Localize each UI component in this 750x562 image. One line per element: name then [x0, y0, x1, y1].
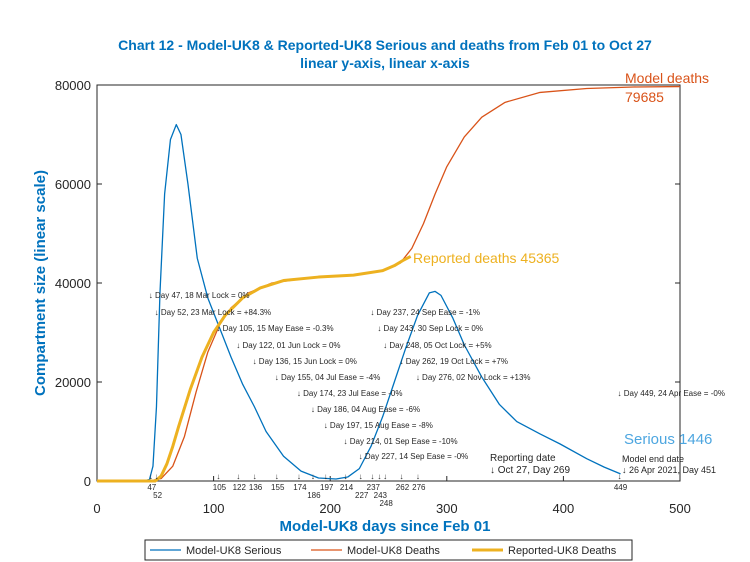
day-arrow: ↓ [324, 472, 328, 481]
annotation-label: ↓ Day 262, 19 Oct Lock = +7% [399, 357, 508, 366]
reporting-day-label: ↓ Oct 27, Day 269 [490, 465, 570, 476]
day-arrow: ↓ [155, 472, 159, 481]
x-tick-label: 500 [669, 501, 691, 516]
annotation-label: ↓ Day 136, 15 Jun Lock = 0% [253, 357, 357, 366]
y-tick-label: 0 [84, 474, 91, 489]
x-axis-label: Model-UK8 days since Feb 01 [280, 518, 491, 535]
model-deaths-value: 79685 [625, 89, 664, 105]
annotation-label: ↓ Day 243, 30 Sep Lock = 0% [377, 324, 483, 333]
day-tick-label: 186 [307, 491, 321, 500]
model-deaths-label: Model deaths [625, 70, 709, 86]
annotation-label: ↓ Day 174, 23 Jul Ease = -0% [297, 389, 403, 398]
day-tick-label: 105 [213, 483, 227, 492]
day-tick-label: 197 [320, 483, 334, 492]
day-arrow: ↓ [416, 472, 420, 481]
day-tick-label: 136 [249, 483, 263, 492]
x-tick-label: 400 [553, 501, 575, 516]
legend-serious: Model-UK8 Serious [186, 545, 282, 557]
x-tick-label: 300 [436, 501, 458, 516]
annotation-label: ↓ Day 449, 24 Apr Ease = -0% [618, 389, 725, 398]
day-tick-label: 237 [367, 483, 381, 492]
model-end-day-label: ↓ 26 Apr 2021, Day 451 [622, 465, 716, 475]
day-tick-label: 214 [340, 483, 354, 492]
day-tick-label: 174 [293, 483, 307, 492]
day-arrow: ↓ [216, 472, 220, 481]
annotation-label: ↓ Day 122, 01 Jun Lock = 0% [236, 341, 340, 350]
day-arrow: ↓ [399, 472, 403, 481]
day-arrow: ↓ [618, 472, 622, 481]
annotation-label: ↓ Day 105, 15 May Ease = -0.3% [216, 324, 333, 333]
annotation-label: ↓ Day 237, 24 Sep Ease = -1% [370, 308, 480, 317]
day-tick-label: 227 [355, 491, 369, 500]
day-tick-label: 262 [396, 483, 410, 492]
day-tick-label: 122 [233, 483, 247, 492]
y-tick-label: 40000 [55, 276, 91, 291]
day-arrow: ↓ [236, 472, 240, 481]
annotation-label: ↓ Day 214, 01 Sep Ease = -10% [344, 437, 458, 446]
annotation-label: ↓ Day 197, 15 Aug Ease = -8% [324, 421, 433, 430]
day-arrow: ↓ [149, 472, 153, 481]
y-tick-label: 60000 [55, 177, 91, 192]
day-arrow: ↓ [275, 472, 279, 481]
day-arrow: ↓ [383, 472, 387, 481]
legend-model-deaths: Model-UK8 Deaths [347, 545, 440, 557]
day-tick-label: 155 [271, 483, 285, 492]
day-tick-label: 248 [379, 499, 393, 508]
legend-reported-deaths: Reported-UK8 Deaths [508, 545, 617, 557]
day-arrow: ↓ [359, 472, 363, 481]
serious-end-label: Serious 1446 [624, 431, 712, 448]
day-arrow: ↓ [370, 472, 374, 481]
x-tick-label: 0 [93, 501, 100, 516]
chart-title: Chart 12 - Model-UK8 & Reported-UK8 Seri… [118, 37, 652, 53]
day-arrow: ↓ [344, 472, 348, 481]
day-arrow: ↓ [311, 472, 315, 481]
x-tick-label: 200 [319, 501, 341, 516]
day-arrow: ↓ [297, 472, 301, 481]
legend: Model-UK8 Serious Model-UK8 Deaths Repor… [144, 539, 633, 561]
day-tick-label: 47 [147, 483, 156, 492]
annotation-label: ↓ Day 52, 23 Mar Lock = +84.3% [155, 308, 272, 317]
annotation-label: ↓ Day 186, 04 Aug Ease = -6% [311, 405, 420, 414]
y-tick-label: 80000 [55, 78, 91, 93]
y-axis-label: Compartment size (linear scale) [32, 170, 49, 396]
series-line-2 [97, 255, 412, 483]
reporting-date-label: Reporting date [490, 453, 556, 464]
day-tick-label: 52 [153, 491, 162, 500]
series-line-0 [96, 123, 621, 482]
chart-subtitle: linear y-axis, linear x-axis [300, 55, 470, 71]
annotation-label: ↓ Day 47, 18 Mar Lock = 0% [149, 291, 250, 300]
annotation-label: ↓ Day 276, 02 Nov Lock = +13% [416, 373, 531, 382]
model-end-label: Model end date [622, 454, 684, 464]
annotation-label: ↓ Day 155, 04 Jul Ease = -4% [275, 373, 381, 382]
day-arrow: ↓ [253, 472, 257, 481]
x-tick-label: 100 [203, 501, 225, 516]
day-tick-label: 449 [614, 483, 628, 492]
legend-box [144, 539, 633, 561]
annotation-label: ↓ Day 227, 14 Sep Ease = -0% [359, 452, 469, 461]
day-arrow: ↓ [377, 472, 381, 481]
annotation-label: ↓ Day 248, 05 Oct Lock = +5% [383, 341, 492, 350]
y-tick-label: 20000 [55, 375, 91, 390]
day-tick-label: 276 [412, 483, 426, 492]
day-tick-label: 243 [374, 491, 388, 500]
reported-deaths-label: Reported deaths 45365 [413, 250, 560, 266]
